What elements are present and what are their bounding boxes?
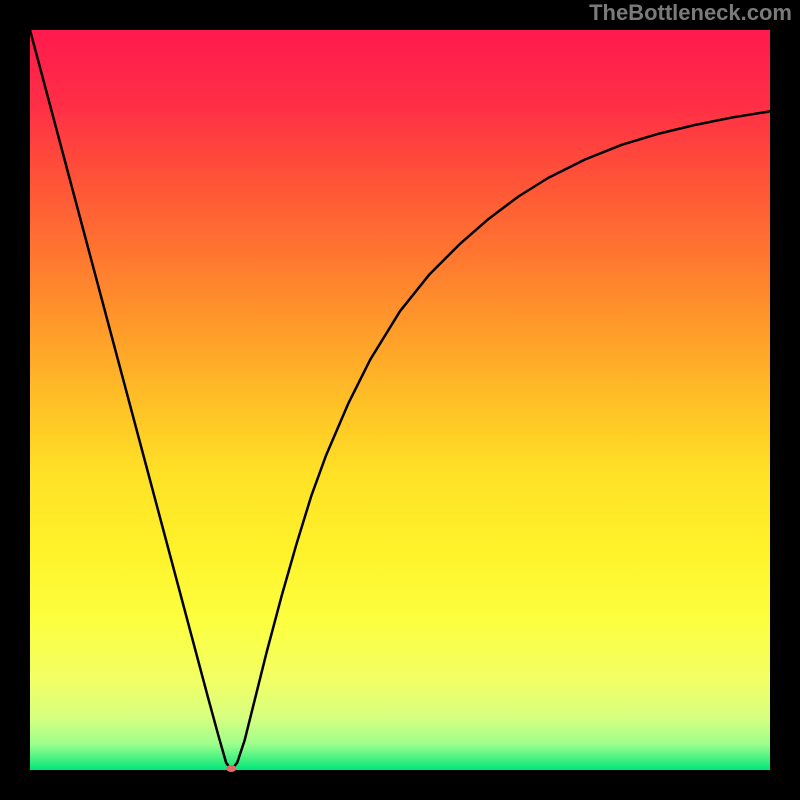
plot-background xyxy=(30,30,770,770)
minimum-marker xyxy=(226,765,236,772)
chart-svg xyxy=(0,0,800,800)
chart-frame: TheBottleneck.com xyxy=(0,0,800,800)
